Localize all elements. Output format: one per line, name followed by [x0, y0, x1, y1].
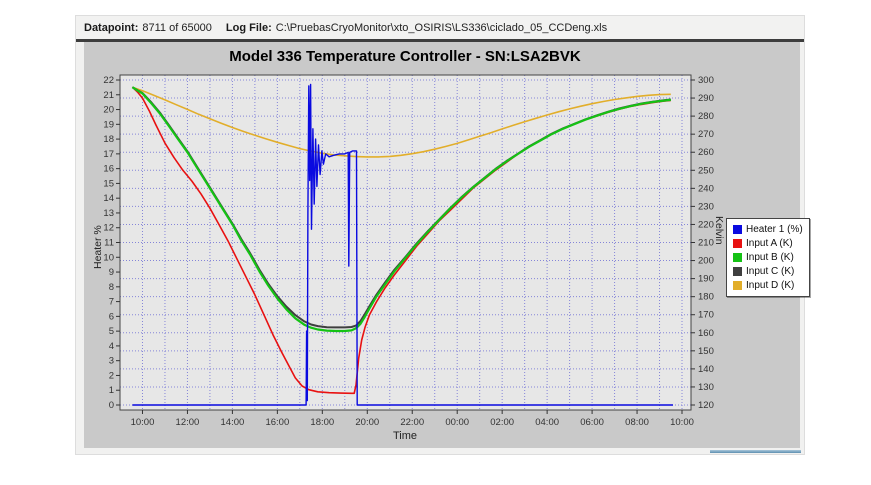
left-tick-label: 15: [103, 178, 114, 189]
legend-swatch-icon: [733, 281, 742, 290]
left-tick-label: 20: [103, 105, 114, 116]
left-tick-label: 10: [103, 252, 114, 263]
left-tick-label: 9: [109, 267, 114, 278]
right-tick-label: 210: [698, 238, 714, 249]
legend-item-input-a[interactable]: Input A (K): [733, 237, 803, 250]
x-tick-label: 08:00: [625, 417, 649, 428]
legend-item-input-b[interactable]: Input B (K): [733, 251, 803, 264]
legend-label: Input C (K): [746, 266, 795, 277]
left-tick-label: 5: [109, 326, 114, 337]
legend-swatch-icon: [733, 239, 742, 248]
legend-label: Input B (K): [746, 252, 794, 263]
left-tick-label: 22: [103, 75, 114, 86]
logfile-label: Log File:: [225, 22, 272, 34]
x-axis-label: Time: [392, 430, 418, 442]
right-tick-label: 240: [698, 183, 714, 194]
right-tick-label: 160: [698, 328, 714, 339]
x-tick-label: 10:00: [670, 417, 694, 428]
right-tick-label: 230: [698, 201, 714, 212]
x-tick-label: 00:00: [445, 417, 469, 428]
right-tick-label: 180: [698, 292, 714, 303]
right-tick-label: 260: [698, 147, 714, 158]
x-tick-label: 12:00: [176, 417, 200, 428]
right-tick-label: 140: [698, 364, 714, 375]
left-tick-label: 12: [103, 223, 114, 234]
left-tick-label: 1: [109, 385, 114, 396]
right-tick-label: 200: [698, 256, 714, 267]
right-tick-label: 190: [698, 274, 714, 285]
legend-label: Input D (K): [746, 280, 795, 291]
right-tick-label: 270: [698, 129, 714, 140]
chart-panel: Model 336 Temperature Controller - SN:LS…: [84, 42, 810, 448]
left-tick-label: 2: [109, 370, 114, 381]
x-tick-label: 04:00: [535, 417, 559, 428]
legend-swatch-icon: [733, 225, 742, 234]
x-tick-label: 18:00: [310, 417, 334, 428]
legend-label: Heater 1 (%): [746, 224, 803, 235]
right-tick-label: 130: [698, 382, 714, 393]
left-tick-label: 4: [109, 341, 114, 352]
left-tick-label: 11: [104, 238, 114, 249]
legend-label: Input A (K): [746, 238, 793, 249]
separator-line: [76, 39, 804, 42]
left-axis-label: Heater %: [92, 225, 104, 269]
right-tick-label: 250: [698, 165, 714, 176]
chart-svg: 0123456789101112131415161718192021221201…: [103, 74, 714, 428]
status-bar: Datapoint: 8711 of 65000 Log File: C:\Prueb…: [76, 16, 804, 39]
left-tick-label: 8: [109, 282, 114, 293]
datapoint-label: Datapoint:: [84, 22, 139, 34]
x-tick-label: 20:00: [355, 417, 379, 428]
left-tick-label: 13: [103, 208, 114, 219]
legend-item-input-c[interactable]: Input C (K): [733, 265, 803, 278]
datapoint-value: 8711 of 65000: [142, 22, 212, 34]
legend-swatch-icon: [733, 267, 742, 276]
right-tick-label: 280: [698, 111, 714, 122]
right-tick-label: 150: [698, 346, 714, 357]
left-tick-label: 0: [109, 400, 114, 411]
left-tick-label: 21: [103, 90, 114, 101]
right-axis-label: Kelvin: [713, 216, 725, 245]
x-tick-label: 06:00: [580, 417, 604, 428]
right-tick-label: 120: [698, 400, 714, 411]
left-tick-label: 14: [103, 193, 114, 204]
right-tick-label: 170: [698, 310, 714, 321]
x-tick-label: 22:00: [400, 417, 424, 428]
logfile-value: C:\PruebasCryoMonitor\xto_OSIRIS\LS336\c…: [275, 22, 608, 34]
left-tick-label: 17: [103, 149, 114, 160]
background-window-edge: [710, 450, 801, 453]
x-tick-label: 14:00: [221, 417, 245, 428]
series-heater-1: [132, 83, 673, 406]
right-tick-label: 220: [698, 219, 714, 230]
right-tick-label: 300: [698, 75, 714, 86]
left-tick-label: 7: [109, 297, 114, 308]
x-tick-label: 10:00: [131, 417, 155, 428]
left-tick-label: 3: [109, 356, 114, 367]
left-tick-label: 19: [103, 119, 114, 130]
cryo-monitor-window: Datapoint: 8711 of 65000 Log File: C:\Prueb…: [75, 15, 810, 455]
legend-swatch-icon: [733, 253, 742, 262]
legend-item-heater-1[interactable]: Heater 1 (%): [733, 223, 803, 236]
series-input-b: [131, 86, 671, 333]
left-tick-label: 16: [103, 164, 114, 175]
left-tick-label: 18: [103, 134, 114, 145]
right-tick-label: 290: [698, 93, 714, 104]
x-tick-label: 16:00: [265, 417, 289, 428]
x-tick-label: 02:00: [490, 417, 514, 428]
left-tick-label: 6: [109, 311, 114, 322]
legend: Heater 1 (%) Input A (K) Input B (K) Input …: [726, 218, 810, 297]
chart-title: Model 336 Temperature Controller - SN:LS…: [229, 48, 581, 65]
legend-item-input-d[interactable]: Input D (K): [733, 279, 803, 292]
series-input-d: [132, 86, 671, 158]
